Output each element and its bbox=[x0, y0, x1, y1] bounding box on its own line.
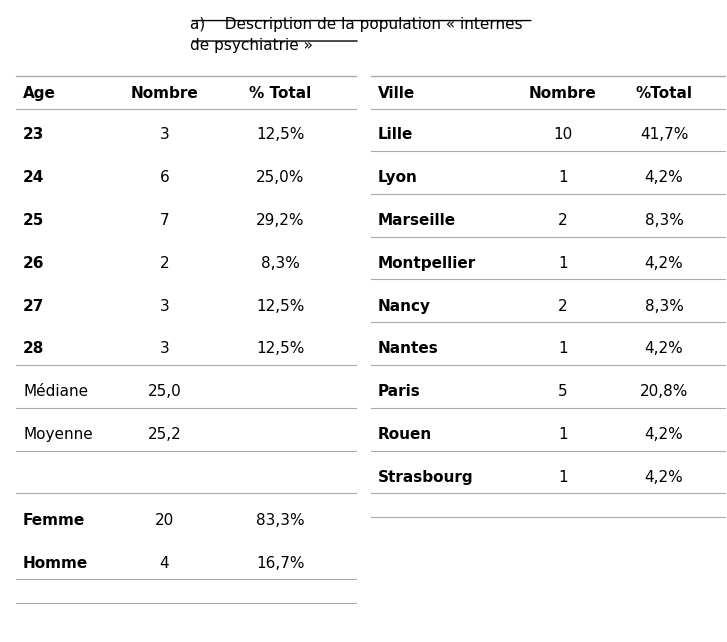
Text: Femme: Femme bbox=[23, 513, 85, 528]
Text: 28: 28 bbox=[23, 342, 44, 356]
Text: Homme: Homme bbox=[23, 555, 89, 571]
Text: Nantes: Nantes bbox=[378, 342, 438, 356]
Text: 16,7%: 16,7% bbox=[256, 555, 305, 571]
Text: Paris: Paris bbox=[378, 385, 421, 399]
Text: 12,5%: 12,5% bbox=[256, 342, 305, 356]
Text: Lyon: Lyon bbox=[378, 170, 418, 185]
Text: 4,2%: 4,2% bbox=[645, 342, 683, 356]
Text: 10: 10 bbox=[553, 127, 572, 143]
Text: Moyenne: Moyenne bbox=[23, 427, 93, 442]
Text: 4,2%: 4,2% bbox=[645, 470, 683, 485]
Text: 1: 1 bbox=[558, 342, 568, 356]
Text: Rouen: Rouen bbox=[378, 427, 433, 442]
Text: 5: 5 bbox=[558, 385, 568, 399]
Text: Marseille: Marseille bbox=[378, 213, 456, 228]
Text: 27: 27 bbox=[23, 299, 44, 314]
Text: 83,3%: 83,3% bbox=[256, 513, 305, 528]
Text: 20: 20 bbox=[155, 513, 174, 528]
Text: Médiane: Médiane bbox=[23, 385, 88, 399]
Text: 25,2: 25,2 bbox=[148, 427, 181, 442]
Text: 1: 1 bbox=[558, 256, 568, 271]
Text: 8,3%: 8,3% bbox=[261, 256, 300, 271]
Text: Ville: Ville bbox=[378, 86, 415, 101]
Text: Nombre: Nombre bbox=[130, 86, 198, 101]
Text: 23: 23 bbox=[23, 127, 44, 143]
Text: 3: 3 bbox=[159, 299, 169, 314]
Text: Nombre: Nombre bbox=[529, 86, 597, 101]
Text: 26: 26 bbox=[23, 256, 44, 271]
Text: % Total: % Total bbox=[249, 86, 311, 101]
Text: 4,2%: 4,2% bbox=[645, 170, 683, 185]
Text: 24: 24 bbox=[23, 170, 44, 185]
Text: 1: 1 bbox=[558, 427, 568, 442]
Text: 1: 1 bbox=[558, 170, 568, 185]
Text: 12,5%: 12,5% bbox=[256, 299, 305, 314]
Text: 1: 1 bbox=[558, 470, 568, 485]
Text: a)    Description de la population « internes: a) Description de la population « intern… bbox=[190, 17, 522, 32]
Text: Lille: Lille bbox=[378, 127, 414, 143]
Text: 2: 2 bbox=[558, 213, 568, 228]
Text: 25,0%: 25,0% bbox=[256, 170, 305, 185]
Text: 7: 7 bbox=[159, 213, 169, 228]
Text: 29,2%: 29,2% bbox=[256, 213, 305, 228]
Text: 4,2%: 4,2% bbox=[645, 256, 683, 271]
Text: %Total: %Total bbox=[635, 86, 693, 101]
Text: 6: 6 bbox=[159, 170, 169, 185]
Text: Strasbourg: Strasbourg bbox=[378, 470, 473, 485]
Text: 41,7%: 41,7% bbox=[640, 127, 688, 143]
Text: 2: 2 bbox=[558, 299, 568, 314]
Text: 25,0: 25,0 bbox=[148, 385, 181, 399]
Text: 2: 2 bbox=[159, 256, 169, 271]
Text: 20,8%: 20,8% bbox=[640, 385, 688, 399]
Text: Montpellier: Montpellier bbox=[378, 256, 476, 271]
Text: 12,5%: 12,5% bbox=[256, 127, 305, 143]
Text: 3: 3 bbox=[159, 342, 169, 356]
Text: 8,3%: 8,3% bbox=[645, 213, 683, 228]
Text: 3: 3 bbox=[159, 127, 169, 143]
Text: de psychiatrie »: de psychiatrie » bbox=[190, 39, 313, 53]
Text: 4: 4 bbox=[159, 555, 169, 571]
Text: 8,3%: 8,3% bbox=[645, 299, 683, 314]
Text: 25: 25 bbox=[23, 213, 44, 228]
Text: Nancy: Nancy bbox=[378, 299, 431, 314]
Text: 4,2%: 4,2% bbox=[645, 427, 683, 442]
Text: Age: Age bbox=[23, 86, 56, 101]
